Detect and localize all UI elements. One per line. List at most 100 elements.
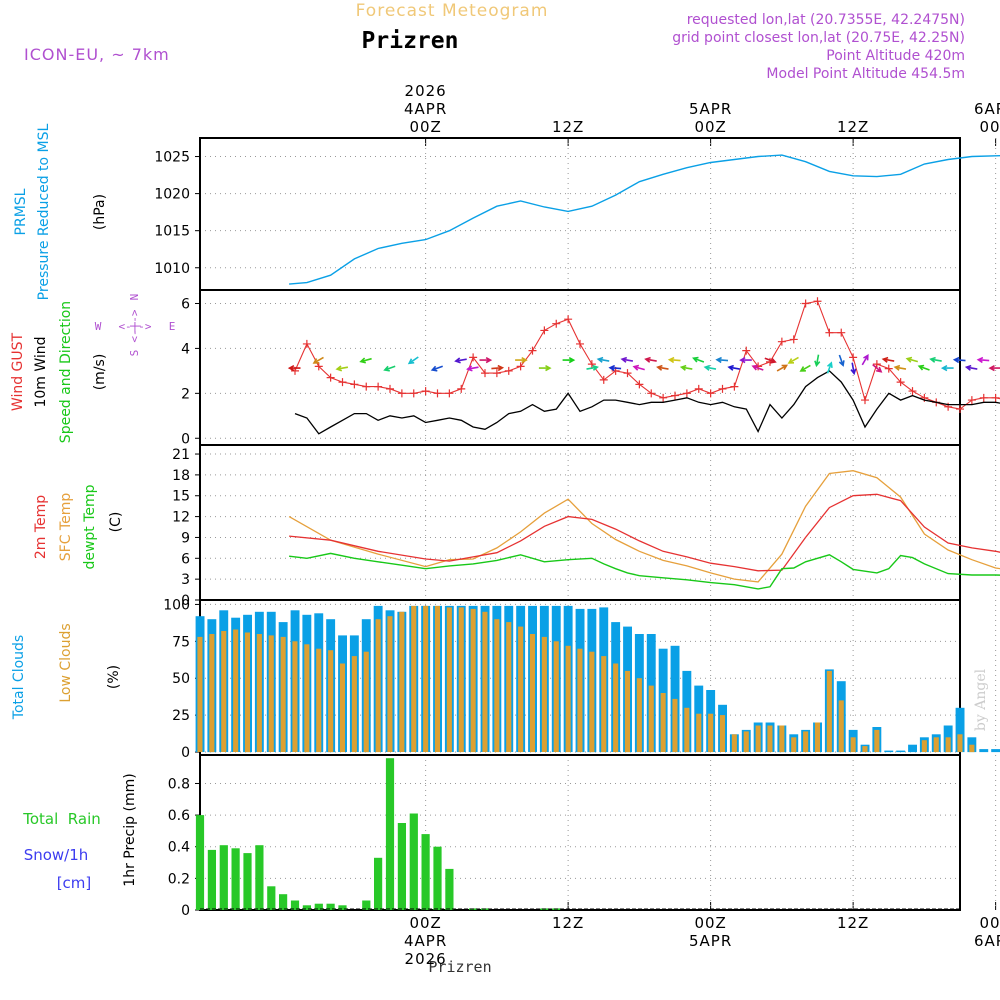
precip-ytick-label: 0.2 xyxy=(168,871,190,887)
top-time-label: 4APR xyxy=(404,100,447,118)
footer-location: Prizren xyxy=(428,958,491,976)
pressure-ytick-label: 1010 xyxy=(154,261,190,277)
precip-ytick-label: 0.6 xyxy=(168,808,190,824)
wind-direction-arrow xyxy=(787,356,799,364)
temperature-ytick-label: 9 xyxy=(181,530,190,546)
precip-frame xyxy=(199,754,961,911)
bottom-time-label: 12Z xyxy=(552,914,584,932)
gust-marker xyxy=(540,326,549,335)
clouds-unit: (%) xyxy=(106,665,122,689)
bottom-time-label: 00Z xyxy=(409,914,441,932)
rain-bar xyxy=(302,905,311,910)
rain-bar xyxy=(219,845,228,910)
low-cloud-bar xyxy=(553,641,559,752)
wind-direction-arrow xyxy=(538,364,552,372)
rain-bar xyxy=(374,857,383,910)
top-time-label: 00Z xyxy=(979,118,1000,136)
compass-west: W xyxy=(95,320,102,333)
wind-direction-arrow xyxy=(667,356,681,364)
low-cloud-bar xyxy=(470,608,476,753)
temperature-ytick-label: 3 xyxy=(181,572,190,588)
wind-direction-arrow xyxy=(850,362,857,376)
wind-direction-arrow xyxy=(988,364,1000,372)
rain-bar xyxy=(326,903,335,910)
gust-marker xyxy=(587,360,596,369)
wind-direction-arrow xyxy=(312,356,324,364)
top-time-label: 2026 xyxy=(405,82,447,100)
low-cloud-bar xyxy=(708,713,714,753)
temperature-panel: 2m Temp SFC Temp dewpt Temp (C) 0 3 6 9 12 15… xyxy=(33,444,1000,609)
wind-panel: Wind GUST 10m Wind Speed and Direction (… xyxy=(10,289,1000,447)
low-cloud-bar xyxy=(375,619,381,753)
wind-unit: (m/s) xyxy=(92,354,108,391)
rain-bar xyxy=(385,758,395,910)
low-cloud-bar xyxy=(814,722,820,752)
gust-marker xyxy=(314,362,323,371)
temp-unit: (C) xyxy=(108,512,124,533)
low-cloud-bar xyxy=(791,737,797,753)
gust-marker xyxy=(528,346,537,355)
sfc-temp-line xyxy=(288,470,1000,583)
rain-bar xyxy=(314,903,323,910)
precip-ytick-label: 0.8 xyxy=(168,776,190,792)
wind-direction-arrow xyxy=(454,357,467,364)
temperature-ytick-label: 15 xyxy=(172,489,190,505)
low-cloud-bar xyxy=(387,616,393,752)
low-cloud-bar xyxy=(862,746,868,752)
gust-marker xyxy=(326,373,335,382)
wind-direction-arrow xyxy=(620,356,634,363)
gust-marker xyxy=(469,353,478,362)
low-cloud-bar xyxy=(755,725,761,753)
gust-marker xyxy=(991,393,1000,402)
gust-marker xyxy=(647,389,656,398)
temp2m-label: 2m Temp xyxy=(33,495,49,559)
low-cloud-bar xyxy=(969,744,975,753)
precip-panel: Total Rain Snow/1h [cm] 1hr Precip (mm) … xyxy=(22,754,997,919)
dewpt-label: dewpt Temp xyxy=(82,484,98,569)
wind-ytick-label: 0 xyxy=(181,431,190,447)
gust-marker xyxy=(789,335,798,344)
wind-direction-arrow xyxy=(917,364,930,371)
wind-direction-arrow xyxy=(679,364,693,371)
compass-rose: N S W E <-|-> <-|-> xyxy=(95,294,176,357)
low-cloud-bar xyxy=(565,645,571,753)
wind-direction-arrow xyxy=(596,356,610,363)
low-cloud-bar xyxy=(482,611,488,752)
rain-bar xyxy=(421,834,430,910)
wind-direction-arrow xyxy=(764,357,777,364)
pressure-panel: PRMSL Pressure Reduced to MSL (hPa) 1010… xyxy=(13,123,1000,300)
wind-direction-arrow xyxy=(893,364,907,371)
low-cloud-bar xyxy=(850,737,856,753)
pressure-label-1: PRMSL xyxy=(13,188,29,235)
bottom-time-label: 5APR xyxy=(689,932,732,950)
watermark: by Angel xyxy=(973,668,989,731)
low-cloud-bar xyxy=(494,619,500,753)
low-cloud-bar xyxy=(399,611,405,752)
low-cloud-bar xyxy=(233,629,239,752)
wind-direction-arrow xyxy=(335,365,349,372)
total-cloud-bar xyxy=(955,707,965,753)
wind-direction-arrow xyxy=(407,356,419,365)
gust-marker xyxy=(409,389,418,398)
low-cloud-bar xyxy=(672,698,678,752)
compass-east: E xyxy=(169,320,176,333)
low-cloud-bar xyxy=(411,605,417,752)
wind-direction-arrow xyxy=(715,356,729,364)
rain-bar xyxy=(231,848,240,910)
low-cloud-bar xyxy=(339,663,345,753)
low-cloud-bar xyxy=(221,631,227,752)
low-cloud-bar xyxy=(921,740,927,752)
info-grid-point: grid point closest lon,lat (20.75E, 42.2… xyxy=(672,30,965,46)
low-cloud-bar xyxy=(779,725,785,753)
total-cloud-bar xyxy=(967,737,977,753)
rain-bar xyxy=(267,886,276,910)
bottom-time-axis: 00Z4APR202612Z00Z5APR12Z00Z6APR12Z xyxy=(404,902,1000,968)
gust-marker xyxy=(635,380,644,389)
gust-marker xyxy=(374,382,383,391)
rain-bar xyxy=(207,849,216,910)
low-cloud-bar xyxy=(292,641,298,752)
low-cloud-bar xyxy=(696,713,702,753)
gust-marker xyxy=(861,396,869,405)
